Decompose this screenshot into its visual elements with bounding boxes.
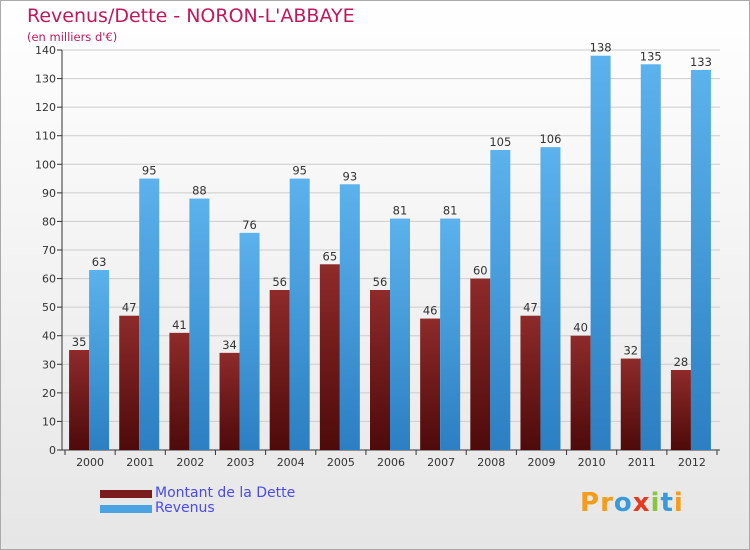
bar-dette	[570, 335, 591, 450]
x-tick-label: 2008	[477, 456, 505, 469]
data-label-dette: 46	[423, 304, 438, 318]
data-label-dette: 65	[323, 249, 338, 263]
bar-dette	[169, 332, 190, 450]
y-tick-label: 30	[42, 358, 56, 371]
data-label-dette: 47	[523, 301, 538, 315]
bar-revenus	[89, 270, 110, 450]
chart-subtitle: (en milliers d'€)	[27, 30, 118, 44]
bar-revenus	[490, 150, 511, 450]
bar-revenus	[139, 178, 160, 451]
data-label-revenus: 93	[343, 169, 358, 183]
bar-dette	[119, 315, 140, 450]
x-tick-label: 2000	[76, 456, 104, 469]
bar-revenus	[440, 218, 461, 450]
x-tick-label: 2001	[126, 456, 154, 469]
x-tick-label: 2003	[227, 456, 255, 469]
x-tick-label: 2009	[527, 456, 555, 469]
data-label-dette: 56	[373, 275, 388, 289]
y-tick-label: 0	[49, 444, 56, 457]
data-label-revenus: 95	[292, 164, 307, 178]
data-label-revenus: 95	[142, 164, 157, 178]
data-label-revenus: 81	[393, 204, 408, 218]
legend-swatch-revenus	[100, 504, 152, 513]
data-label-revenus: 76	[242, 218, 257, 232]
y-tick-label: 140	[35, 44, 56, 57]
bar-revenus	[239, 232, 260, 450]
data-label-revenus: 105	[489, 135, 511, 149]
logo-letter: r	[600, 488, 614, 518]
data-label-revenus: 88	[192, 184, 207, 198]
data-label-dette: 35	[72, 335, 87, 349]
legend-swatch-dette	[100, 489, 152, 498]
data-label-revenus: 81	[443, 204, 458, 218]
data-label-dette: 40	[573, 321, 588, 335]
bar-dette	[420, 318, 441, 450]
data-label-dette: 34	[222, 338, 237, 352]
legend-item-revenus: Revenus	[100, 501, 295, 516]
bar-revenus	[640, 64, 661, 451]
bar-revenus	[540, 147, 561, 450]
y-tick-label: 110	[35, 130, 56, 143]
x-tick-label: 2006	[377, 456, 405, 469]
y-tick-label: 40	[42, 330, 56, 343]
x-tick-label: 2010	[578, 456, 606, 469]
proxiti-logo: Proxiti	[580, 488, 684, 518]
logo-letter: o	[613, 488, 633, 518]
bar-dette	[219, 352, 240, 450]
legend: Montant de la Dette Revenus	[100, 486, 295, 516]
bar-dette	[470, 278, 491, 450]
bar-dette	[370, 290, 390, 450]
y-tick-label: 80	[42, 215, 56, 228]
bar-dette	[269, 290, 290, 450]
data-label-revenus: 135	[640, 49, 662, 63]
data-label-revenus: 138	[590, 41, 612, 55]
bar-revenus	[690, 70, 711, 450]
x-tick-label: 2002	[176, 456, 204, 469]
y-tick-label: 60	[42, 273, 56, 286]
y-tick-label: 100	[35, 158, 56, 171]
logo-letter: i	[673, 488, 684, 518]
data-label-revenus: 63	[92, 255, 107, 269]
y-tick-label: 90	[42, 187, 56, 200]
data-label-revenus: 133	[690, 55, 712, 69]
legend-label-dette: Montant de la Dette	[155, 485, 296, 501]
logo-letter: x	[632, 488, 651, 518]
x-tick-label: 2004	[277, 456, 305, 469]
x-tick-label: 2011	[628, 456, 656, 469]
y-tick-label: 70	[42, 244, 56, 257]
data-label-dette: 47	[122, 301, 137, 315]
logo-letter: i	[650, 488, 661, 518]
data-label-dette: 60	[473, 264, 488, 278]
legend-label-revenus: Revenus	[155, 500, 215, 516]
bar-revenus	[590, 55, 611, 450]
bar-revenus	[189, 198, 210, 450]
x-tick-label: 2007	[427, 456, 455, 469]
bar-dette	[69, 350, 90, 450]
bar-dette	[319, 264, 340, 450]
y-tick-label: 130	[35, 73, 56, 86]
bar-revenus	[339, 184, 360, 451]
data-label-dette: 28	[674, 355, 689, 369]
bar-revenus	[390, 218, 410, 450]
data-label-dette: 56	[272, 275, 287, 289]
bar-dette	[670, 370, 691, 450]
x-tick-label: 2012	[678, 456, 706, 469]
bar-dette	[620, 358, 641, 450]
bar-revenus	[289, 178, 310, 451]
y-tick-label: 20	[42, 387, 56, 400]
chart-title: Revenus/Dette - NORON-L'ABBAYE	[27, 5, 355, 27]
data-label-dette: 32	[623, 344, 638, 358]
x-tick-label: 2005	[327, 456, 355, 469]
y-tick-label: 50	[42, 301, 56, 314]
logo-letter: t	[660, 488, 674, 518]
logo-letter: P	[580, 488, 601, 518]
bar-dette	[520, 315, 541, 450]
y-tick-label: 120	[35, 101, 56, 114]
y-tick-label: 10	[42, 415, 56, 428]
legend-item-dette: Montant de la Dette	[100, 486, 295, 501]
data-label-dette: 41	[172, 318, 187, 332]
data-label-revenus: 106	[539, 132, 561, 146]
